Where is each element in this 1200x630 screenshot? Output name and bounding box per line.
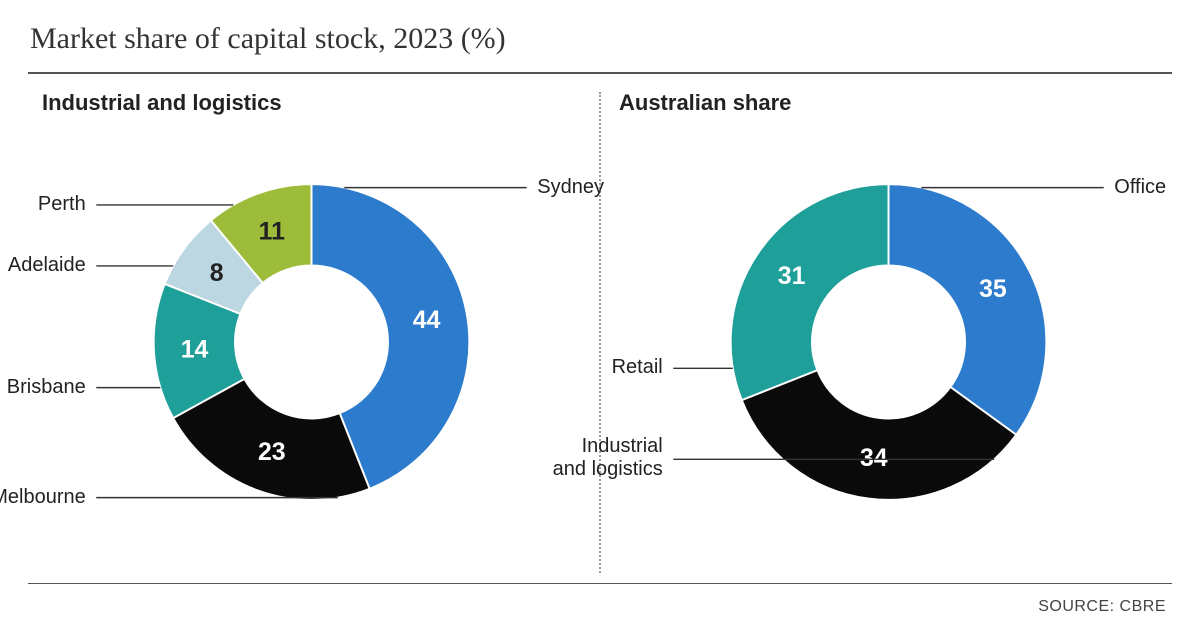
page-title: Market share of capital stock, 2023 (%) bbox=[30, 22, 1172, 56]
slice-label: Retail bbox=[612, 356, 663, 379]
slice-value: 44 bbox=[413, 306, 441, 334]
donut-slice bbox=[731, 184, 889, 400]
donut-right: 353431OfficeIndustrial and logisticsReta… bbox=[615, 122, 1162, 562]
slice-value: 8 bbox=[210, 259, 224, 287]
slice-label: Perth bbox=[38, 193, 86, 216]
rule-bottom bbox=[28, 583, 1172, 584]
source-text: SOURCE: CBRE bbox=[1038, 598, 1166, 616]
slice-value: 34 bbox=[860, 444, 888, 472]
slice-label: Sydney bbox=[537, 176, 604, 199]
slice-label: Adelaide bbox=[8, 254, 86, 277]
slice-label: Brisbane bbox=[7, 376, 86, 399]
panel-divider bbox=[599, 92, 601, 573]
charts-row: Industrial and logistics 44 23 14 8 11 Sydney… bbox=[28, 82, 1172, 583]
slice-label: Industrial and logistics bbox=[553, 435, 663, 481]
panel-title-right: Australian share bbox=[619, 90, 1162, 116]
donut-slice bbox=[889, 184, 1047, 435]
slice-value: 14 bbox=[181, 335, 209, 363]
panel-right: Australian share 353431OfficeIndustrial … bbox=[605, 88, 1172, 583]
slice-label: Office bbox=[1114, 176, 1166, 199]
slice-value: 35 bbox=[979, 275, 1007, 303]
donut-left: 442314811SydneyMelbourneBrisbaneAdelaide… bbox=[38, 122, 585, 562]
panel-left: Industrial and logistics 442314811Sydney… bbox=[28, 88, 595, 583]
rule-top bbox=[28, 72, 1172, 74]
slice-value: 31 bbox=[778, 262, 806, 290]
panel-title-left: Industrial and logistics bbox=[42, 90, 585, 116]
slice-value: 11 bbox=[259, 218, 285, 246]
slice-label: Melbourne bbox=[0, 486, 86, 509]
slice-value: 23 bbox=[258, 438, 286, 466]
